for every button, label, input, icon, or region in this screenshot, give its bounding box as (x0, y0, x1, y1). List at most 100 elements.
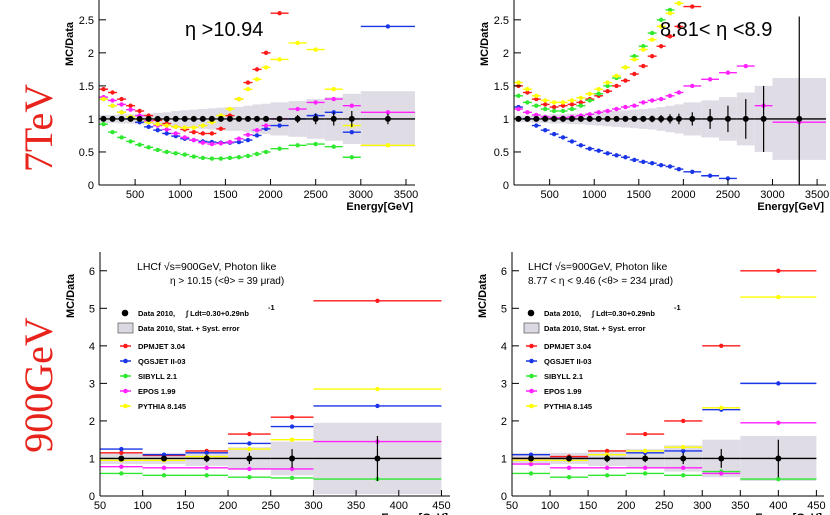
legend-lumi-exponent: -1 (268, 303, 275, 312)
data-point (760, 115, 767, 122)
x-tick-label: 350 (347, 500, 365, 512)
series-point (658, 162, 664, 168)
legend-band-label: Data 2010, Stat. + Syst. error (544, 324, 646, 333)
series-point (209, 131, 215, 136)
y-tick-label: 6 (89, 266, 95, 278)
data-point (226, 115, 233, 122)
data-point (613, 115, 620, 122)
y-axis-title: MC/Data (479, 21, 491, 66)
series-point (182, 125, 187, 130)
series-point (200, 123, 206, 128)
panel-900gev-eta-above-10-15: 50 100 150 200 250 300 350 400 450 0 1 2 3 4 5 6 Energy[… (65, 252, 451, 515)
data-point (667, 115, 673, 122)
series-data-2010 (100, 435, 442, 481)
series-point (776, 268, 781, 273)
series-point (719, 343, 724, 349)
series-point (385, 110, 391, 115)
x-tick-label: 100 (541, 500, 559, 512)
data-point (577, 115, 584, 122)
series-point (725, 176, 731, 181)
series-point (551, 100, 557, 105)
series-point (605, 83, 610, 89)
series-point (209, 141, 215, 147)
legend-label-sibyll-2-1: SIBYLL 2.1 (544, 372, 583, 381)
series-point (204, 465, 209, 471)
y-tick-label: 2 (501, 416, 507, 428)
x-tick-label: 500 (540, 189, 558, 201)
data-point (707, 115, 714, 122)
x-tick-label: 3500 (805, 189, 829, 201)
series-point (277, 57, 282, 62)
series-point (227, 155, 233, 161)
series-point (289, 466, 295, 472)
x-tick-label: 100 (134, 500, 152, 512)
series-point (209, 156, 215, 161)
data-point (254, 115, 260, 122)
series-qgsjet-ii-03 (100, 403, 442, 457)
x-tick-label: 450 (807, 500, 825, 512)
series-point (110, 98, 115, 103)
legend-label-dpmjet-3-04: DPMJET 3.04 (138, 342, 186, 351)
series-point (200, 140, 206, 145)
data-point (718, 455, 725, 462)
data-point (235, 115, 242, 122)
series-point (119, 102, 124, 107)
series-point (596, 148, 601, 153)
y-tick-label: 4 (501, 341, 507, 353)
legend-label-qgsjet-ii-03: QGSJET II-03 (544, 357, 592, 366)
series-point (690, 169, 695, 174)
series-point (277, 146, 282, 151)
x-tick-label: 2500 (716, 189, 740, 201)
y-tick-label: 2 (88, 48, 94, 60)
series-point (218, 156, 224, 161)
series-point (263, 50, 269, 56)
series-point (614, 106, 619, 112)
y-tick-label: 3 (89, 378, 95, 390)
series-point (525, 110, 530, 115)
series-point (632, 53, 637, 59)
series-point (528, 471, 534, 476)
x-tick-label: 500 (126, 189, 144, 201)
legend-label-dpmjet-3-04: DPMJET 3.04 (544, 342, 592, 351)
data-point (622, 115, 629, 122)
legend-marker-dpmjet-3-04 (529, 343, 534, 349)
y-tick-label: 1 (503, 114, 509, 126)
y-tick-label: 0.5 (79, 147, 94, 159)
data-point (181, 115, 188, 122)
data-point (675, 115, 682, 122)
y-tick-label: 0 (503, 180, 509, 192)
data-point (640, 115, 647, 122)
series-point (331, 96, 336, 102)
series-point (155, 122, 160, 127)
y-tick-label: 5 (89, 303, 95, 315)
series-point (551, 131, 557, 137)
series-point (614, 83, 619, 89)
panel-subtitle: 8.77 < η < 9.46 (<θ> = 234 μrad) (528, 276, 673, 287)
series-point (569, 98, 575, 103)
data-point (289, 455, 296, 462)
series-point (289, 437, 295, 442)
series-point (236, 96, 242, 102)
data-point (374, 455, 381, 462)
series-point (667, 34, 673, 39)
legend-band-swatch (523, 322, 540, 334)
legend: Data 2010, ∫ Ldt=0.30+0.29nb -1 Data 2010, … (523, 303, 681, 411)
series-point (137, 108, 142, 114)
series-point (161, 465, 167, 471)
series-point (289, 475, 295, 481)
series-point (128, 139, 133, 144)
x-tick-label: 450 (432, 500, 450, 512)
series-point (658, 44, 664, 49)
data-point (263, 115, 270, 122)
series-point (191, 154, 196, 159)
series-point (385, 143, 391, 148)
series-point (191, 137, 196, 143)
panel-title: LHCf √s=900GeV, Photon like (137, 261, 276, 273)
series-point (605, 80, 610, 85)
x-tick-label: 3000 (760, 189, 784, 201)
series-point (218, 141, 224, 146)
data-point (312, 115, 319, 122)
series-point (569, 102, 575, 107)
x-axis-title: Energy[GeV] (755, 512, 822, 515)
data-point (658, 115, 665, 122)
